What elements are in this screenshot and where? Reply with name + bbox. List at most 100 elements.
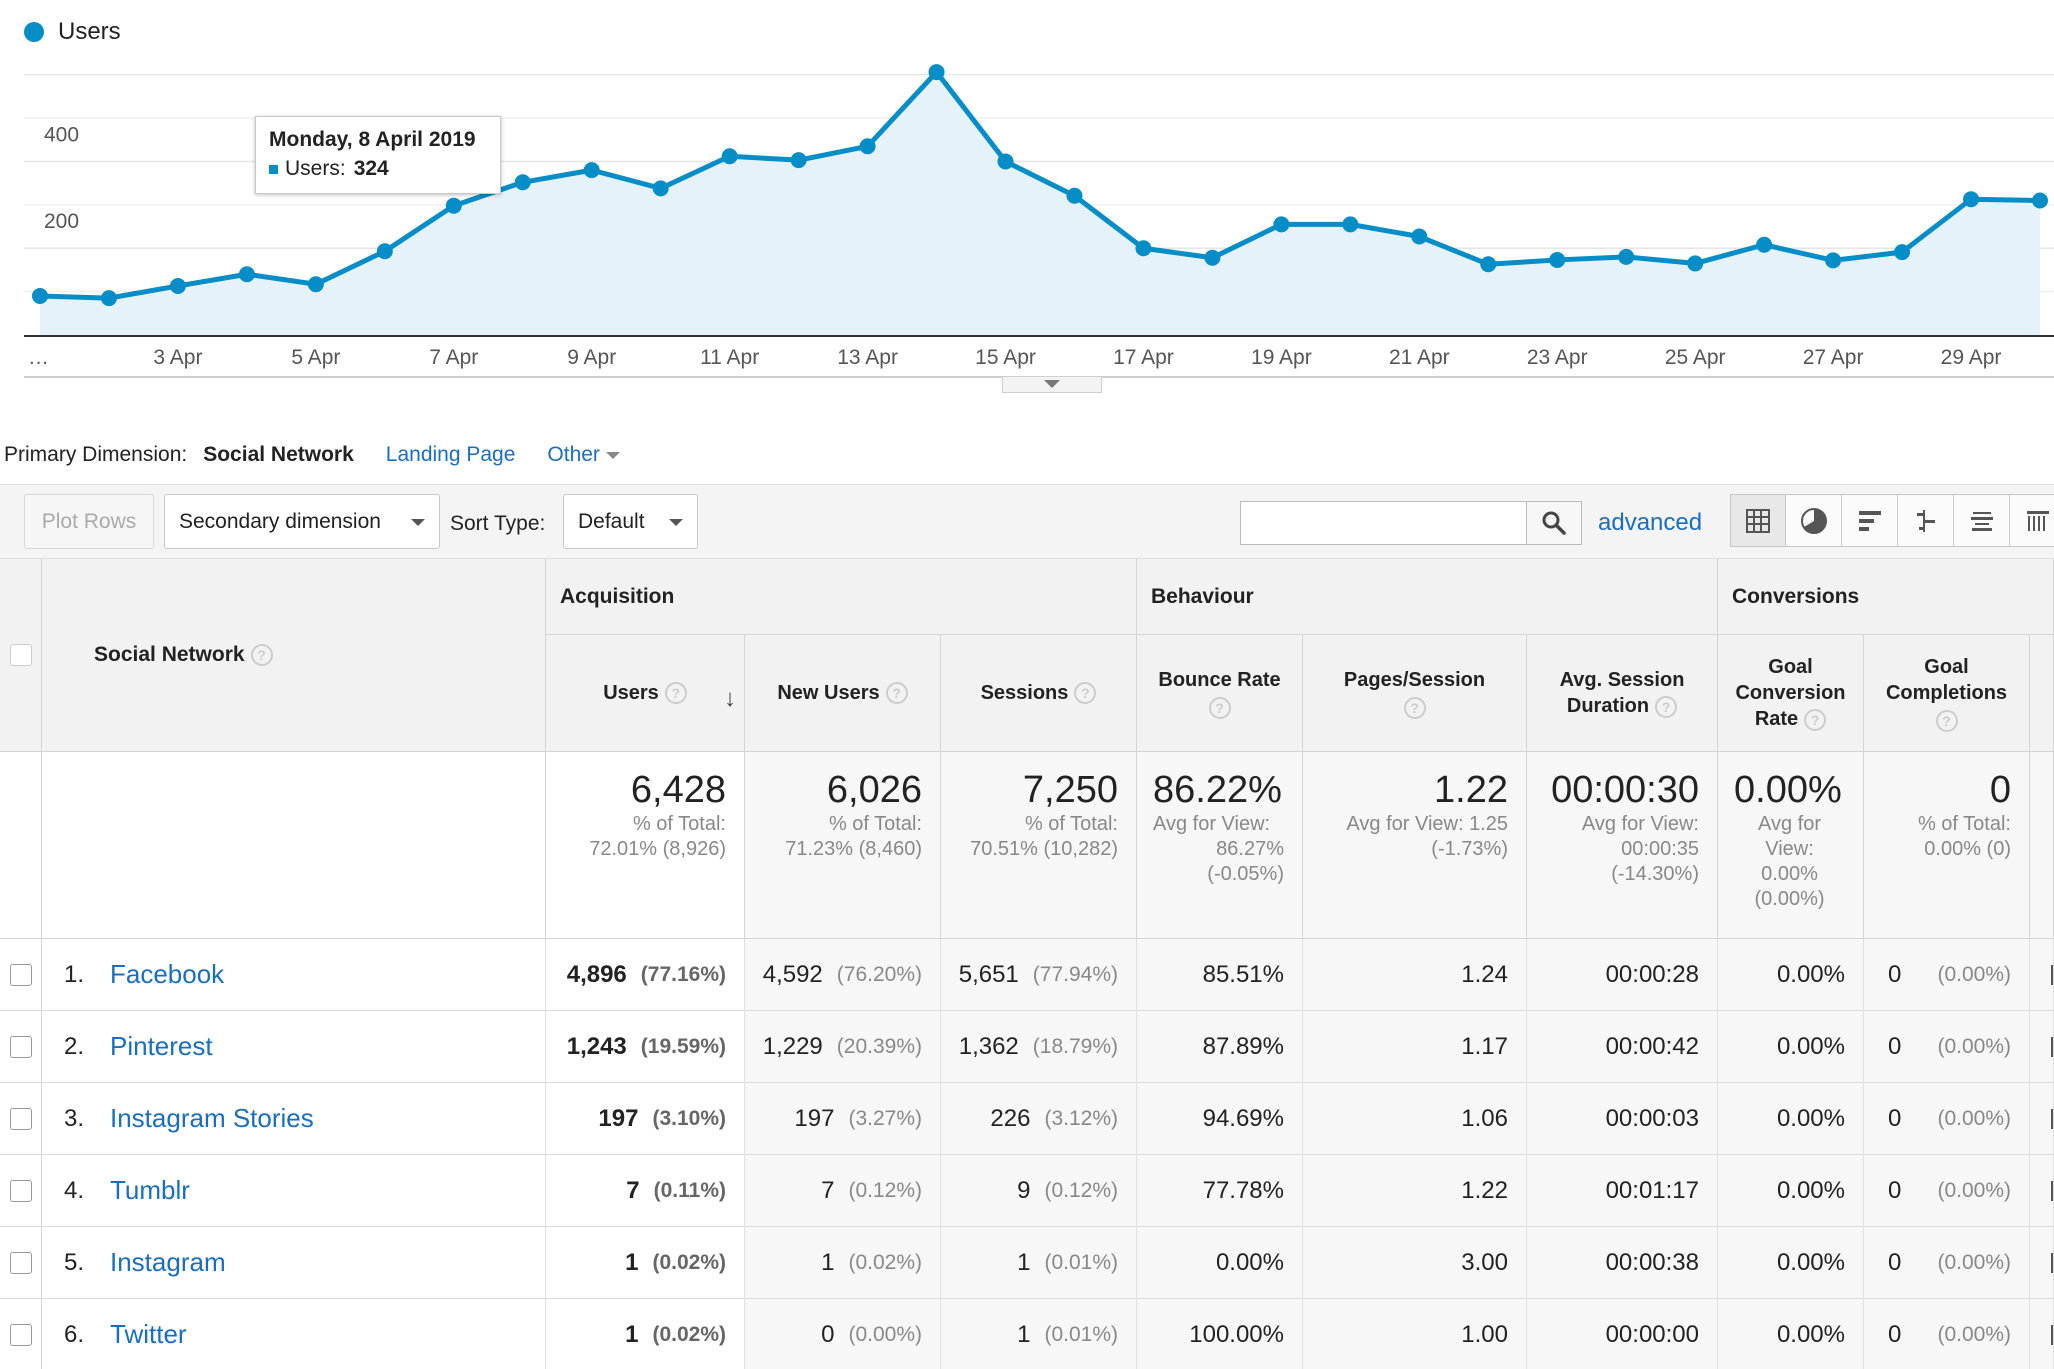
social-network-link[interactable]: Tumblr [92,1155,546,1227]
help-icon[interactable]: ? [1655,695,1678,718]
help-icon[interactable]: ? [1804,708,1827,731]
sort-type-value: Default [578,509,645,533]
users-line-chart[interactable]: 200 400 600 … 3 Apr 5 Apr 7 Apr 9 Apr 11 Apr 13 A… [0,56,2054,386]
row-index-label: 5. [64,1248,85,1276]
users-column-header[interactable]: Users? ↓ [546,635,745,752]
total-pages-session-note1: Avg for View: 1.25 [1346,812,1508,835]
row-index-label: 6. [64,1320,85,1348]
help-icon[interactable]: ? [1935,710,1958,732]
avg-duration-value: 00:00:03 [1605,1104,1699,1132]
goal-completions-percent: (0.00%) [1937,962,2011,986]
total-sessions-note2: 70.51% (10,282) [970,837,1118,860]
pages-session-column-header[interactable]: Pages/Session ? [1303,635,1527,752]
bounce-rate-column-header[interactable]: Bounce Rate ? [1137,635,1303,752]
goal-conversion-rate-column-header[interactable]: Goal Conversion Rate? [1718,635,1864,752]
row-checkbox[interactable] [9,1179,32,1202]
data-point [997,153,1014,170]
data-point [514,174,531,191]
goal-conversion-rate-value: 0.00% [1776,1104,1845,1132]
row-checkbox[interactable] [9,1035,32,1058]
social-network-link[interactable]: Pinterest [92,1011,546,1083]
pages-session-value: 1.00 [1461,1320,1508,1348]
secondary-dimension-dropdown[interactable]: Secondary dimension [164,494,440,549]
x-tick-label: 11 Apr [700,346,759,369]
table-view-icon [1746,508,1770,533]
acquisition-label: Acquisition [560,584,675,608]
new-users-percent: (0.00%) [848,1322,922,1346]
users-value: 197 [598,1104,639,1132]
row-index-label: 2. [64,1032,85,1060]
truncated-cell [2030,1299,2054,1369]
total-pages-session-note2: (-1.73%) [1431,837,1508,860]
y-tick-label: 200 [44,210,79,233]
table-search-input[interactable] [1240,501,1530,545]
data-point [1273,216,1290,233]
row-index: 3. [42,1083,92,1155]
new-users-cell: 4,592 (76.20%) [745,939,941,1011]
social-network-link[interactable]: Twitter [92,1299,546,1369]
avg-duration-value: 00:00:00 [1605,1320,1699,1348]
goal-conversion-rate-cell: 0.00% [1718,939,1864,1011]
bar-view-button[interactable] [1842,494,1898,547]
total-sessions-note1: % of Total: [1024,812,1118,835]
goal-conversion-rate-value: 0.00% [1776,1032,1845,1060]
pie-view-button[interactable] [1786,494,1842,547]
new-users-value: 4,592 [762,960,823,988]
sessions-value: 9 [1017,1176,1031,1204]
avg-duration-value: 00:00:28 [1605,960,1699,988]
sessions-percent: (0.01%) [1044,1250,1118,1274]
search-button[interactable] [1526,501,1582,545]
x-tick-label: 21 Apr [1389,346,1450,369]
dimension-other-dropdown[interactable]: Other [547,443,620,467]
collapse-chart-button[interactable] [1002,377,1102,393]
help-icon[interactable]: ? [885,682,908,704]
dimension-landing-page-link[interactable]: Landing Page [385,443,516,466]
sort-type-dropdown[interactable]: Default [563,494,698,549]
plot-rows-button[interactable]: Plot Rows [24,494,154,549]
avg-duration-value: 00:00:38 [1605,1248,1699,1276]
row-checkbox[interactable] [9,963,32,986]
help-icon[interactable]: ? [1208,697,1231,719]
users-percent: (77.16%) [640,962,726,986]
totals-label-cell [42,752,546,939]
users-cell: 197 (3.10%) [546,1083,745,1155]
new-users-column-header[interactable]: New Users? [745,635,941,752]
truncated-column-edge [2051,1253,2053,1273]
row-checkbox[interactable] [9,1107,32,1130]
pages-session-cell: 1.00 [1303,1299,1527,1369]
total-avg-duration: 00:00:30 Avg for View: 00:00:35 (-14.30%… [1527,752,1718,939]
social-network-link[interactable]: Facebook [92,939,546,1011]
new-users-percent: (3.27%) [848,1106,922,1130]
goal-completions-cell: 0 (0.00%) [1864,1299,2030,1369]
bounce-rate-value: 0.00% [1215,1248,1284,1276]
goal-completions-column-header[interactable]: Goal Completions ? [1864,635,2030,752]
sort-type-label: Sort Type: [450,512,546,535]
term-cloud-view-button[interactable] [1954,494,2010,547]
row-checkbox[interactable] [9,1251,32,1274]
sessions-column-header[interactable]: Sessions? [941,635,1137,752]
dimension-column-header[interactable]: Social Network ? [42,559,546,752]
chart-legend[interactable]: Users [24,14,121,50]
pivot-view-button[interactable] [2010,494,2054,547]
table-view-button[interactable] [1730,494,1786,547]
secondary-dimension-label: Secondary dimension [179,509,381,533]
social-network-link[interactable]: Instagram [92,1227,546,1299]
chevron-down-icon [1044,380,1060,388]
total-bounce-rate-note2: 86.27% [1216,837,1284,860]
social-network-link[interactable]: Instagram Stories [92,1083,546,1155]
row-checkbox[interactable] [9,1323,32,1346]
select-all-checkbox[interactable] [9,644,32,666]
advanced-filter-link[interactable]: advanced [1598,509,1703,536]
sessions-value: 1,362 [958,1032,1019,1060]
avg-session-duration-column-header[interactable]: Avg. Session Duration? [1527,635,1718,752]
pages-session-value: 1.24 [1461,960,1508,988]
data-point [1204,249,1221,266]
help-icon[interactable]: ? [664,682,687,704]
help-icon[interactable]: ? [1074,682,1097,704]
help-icon[interactable]: ? [1403,697,1426,719]
chart-tooltip: Monday, 8 April 2019 Users: 324 [255,116,501,194]
help-icon[interactable]: ? [250,644,273,666]
pages-session-cell: 1.24 [1303,939,1527,1011]
comparison-view-button[interactable] [1898,494,1954,547]
tooltip-row: Users: 324 [269,157,487,181]
